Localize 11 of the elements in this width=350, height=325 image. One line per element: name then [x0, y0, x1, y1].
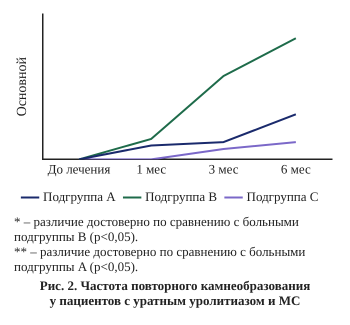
text: ** – различие достоверно по сравнению с больными подгруппы A (p<0,05).: [13, 244, 306, 274]
legend-label: Подгруппа C: [246, 188, 318, 204]
y-axis-title: Основной: [15, 56, 30, 116]
x-tick-label: До лечения: [48, 162, 110, 177]
text: Рис. 2. Частота повторного камнеобразования у пациентов с уратным уролитиазом и МС: [38, 278, 312, 308]
legend-label: Подгруппа A: [43, 188, 116, 204]
x-tick-label: 3 мес: [208, 162, 239, 177]
text: * – различие достоверно по сравнению с больными подгруппы B (p<0,05).: [13, 214, 300, 244]
x-tick-label: 6 мес: [280, 162, 311, 177]
legend-label: Подгруппа B: [145, 188, 218, 204]
x-tick-label: 1 мес: [136, 162, 166, 177]
